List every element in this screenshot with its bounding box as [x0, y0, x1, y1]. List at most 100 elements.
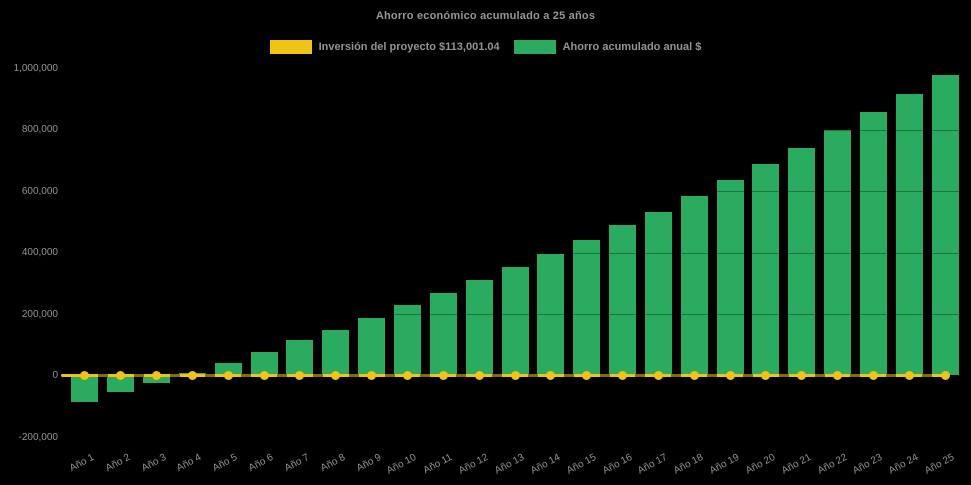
bar-ano-15[interactable]: [573, 239, 601, 376]
bar-ano-7[interactable]: [286, 340, 314, 376]
investment-line-marker[interactable]: [295, 371, 305, 380]
bar-ano-21[interactable]: [788, 147, 816, 376]
bar-ano-8[interactable]: [322, 329, 350, 376]
investment-line-marker[interactable]: [402, 371, 412, 380]
investment-line-marker[interactable]: [797, 371, 807, 380]
category-tick-dash: [742, 374, 753, 377]
bar-ano-14[interactable]: [537, 253, 565, 376]
x-tick-label: Año 7: [282, 452, 312, 474]
bar-ano-18[interactable]: [680, 195, 708, 376]
legend-label-investment: Inversión del proyecto $113,001.04: [318, 41, 500, 53]
investment-line-marker[interactable]: [474, 371, 484, 380]
category-tick-dash: [922, 374, 933, 377]
y-tick-label: 200,000: [21, 308, 58, 320]
investment-line-marker[interactable]: [152, 371, 162, 380]
bar-ano-24[interactable]: [895, 93, 923, 376]
bar-ano-25[interactable]: [931, 75, 959, 376]
savings-swatch-icon: [513, 40, 556, 54]
bar-ano-6[interactable]: [250, 351, 278, 376]
bar-ano-23[interactable]: [859, 111, 887, 376]
category-tick-dash: [814, 374, 825, 377]
bar-ano-16[interactable]: [609, 225, 637, 376]
investment-line-marker[interactable]: [940, 371, 950, 380]
legend-label-savings: Ahorro acumulado anual $: [562, 41, 702, 53]
gridline: [67, 68, 963, 69]
gridline: [67, 437, 963, 438]
investment-line-marker[interactable]: [223, 371, 233, 380]
investment-line-marker[interactable]: [618, 371, 628, 380]
bar-ano-10[interactable]: [393, 305, 421, 376]
investment-line: [61, 374, 951, 377]
category-tick-dash: [205, 374, 216, 377]
x-tick-label: Año 22: [815, 452, 849, 477]
investment-line-marker[interactable]: [868, 371, 878, 380]
category-tick-dash: [778, 374, 789, 377]
x-tick-label: Año 23: [851, 452, 885, 477]
bar-ano-13[interactable]: [501, 267, 529, 376]
gridline: [67, 191, 963, 192]
investment-line-marker[interactable]: [80, 371, 90, 380]
bar-ano-9[interactable]: [358, 317, 386, 376]
investment-line-marker[interactable]: [689, 371, 699, 380]
category-tick-dash: [456, 374, 467, 377]
investment-line-marker[interactable]: [904, 371, 914, 380]
legend-item-savings[interactable]: Ahorro acumulado anual $: [513, 40, 702, 54]
x-tick-label: Año 18: [672, 452, 706, 477]
x-tick-label: Año 6: [247, 452, 276, 474]
investment-line-marker[interactable]: [116, 371, 126, 380]
bar-ano-17[interactable]: [644, 211, 672, 376]
investment-line-marker[interactable]: [653, 371, 663, 380]
x-tick-label: Año 16: [600, 452, 634, 477]
x-tick-label: Año 12: [457, 452, 491, 477]
investment-line-marker[interactable]: [546, 371, 556, 380]
x-tick-label: Año 9: [354, 452, 383, 474]
x-tick-label: Año 17: [636, 452, 670, 477]
gridline: [67, 252, 963, 254]
y-tick-label: -200,000: [18, 431, 58, 443]
investment-line-marker[interactable]: [761, 371, 771, 380]
category-tick-dash: [97, 374, 108, 377]
category-tick-dash: [527, 374, 538, 377]
category-tick-dash: [169, 374, 180, 377]
legend: Inversión del proyecto $113,001.04 Ahorr…: [0, 40, 971, 54]
bar-ano-20[interactable]: [752, 164, 780, 376]
category-tick-dash: [635, 374, 646, 377]
x-tick-label: Año 24: [887, 452, 921, 477]
category-tick-dash: [850, 374, 861, 377]
y-tick-label: 0: [52, 370, 58, 381]
bar-ano-11[interactable]: [429, 293, 457, 376]
investment-line-marker[interactable]: [833, 371, 843, 380]
x-tick-label: Año 5: [211, 452, 240, 474]
investment-line-marker[interactable]: [725, 371, 735, 380]
x-tick-label: Año 14: [528, 452, 562, 477]
y-tick-label: 400,000: [21, 247, 58, 258]
chart-title: Ahorro económico acumulado a 25 años: [375, 10, 596, 22]
category-tick-dash: [599, 374, 610, 377]
investment-swatch-icon: [269, 40, 312, 54]
legend-item-investment[interactable]: Inversión del proyecto $113,001.04: [269, 40, 500, 54]
x-tick-label: Año 1: [67, 452, 97, 474]
x-tick-label: Año 8: [318, 452, 347, 474]
category-tick-dash: [348, 374, 359, 377]
x-tick-label: Año 4: [175, 452, 204, 474]
investment-line-marker[interactable]: [510, 371, 520, 380]
x-tick-label: Año 13: [493, 452, 527, 477]
investment-line-marker[interactable]: [259, 371, 269, 380]
bar-ano-19[interactable]: [716, 179, 744, 376]
investment-line-marker[interactable]: [438, 371, 448, 380]
investment-line-marker[interactable]: [187, 371, 197, 380]
category-tick-dash: [241, 374, 252, 377]
category-tick-dash: [707, 374, 718, 377]
x-tick-label: Año 20: [743, 452, 778, 477]
x-tick-label: Año 3: [139, 452, 168, 474]
investment-line-marker[interactable]: [367, 371, 377, 380]
y-tick-label: 600,000: [21, 185, 58, 197]
x-tick-label: Año 25: [923, 452, 957, 477]
bar-ano-22[interactable]: [824, 129, 852, 376]
bar-ano-12[interactable]: [465, 280, 493, 376]
investment-line-marker[interactable]: [331, 371, 341, 380]
investment-line-marker[interactable]: [582, 371, 592, 380]
bar-ano-2[interactable]: [107, 375, 135, 393]
bar-ano-5[interactable]: [214, 362, 242, 376]
